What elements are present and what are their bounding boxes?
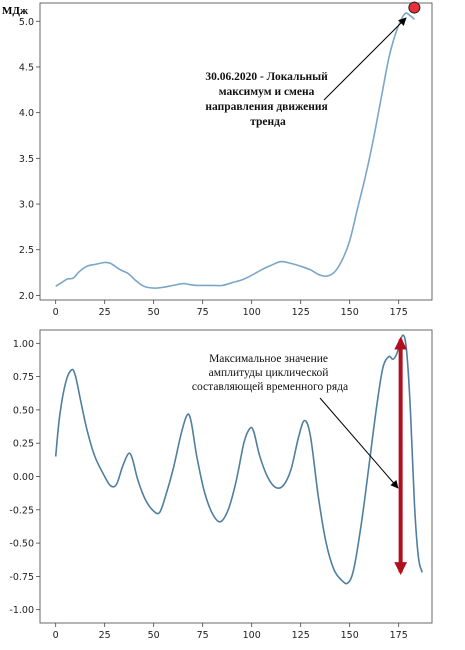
annotation-line-4: тренда — [250, 116, 286, 128]
x-tick-label: 50 — [148, 630, 160, 641]
x-tick-label: 25 — [99, 630, 111, 641]
x-tick-label: 100 — [243, 630, 261, 641]
plot-frame — [39, 2, 433, 301]
amplitude-annotation: Максимальное значение амплитуды цикличес… — [192, 353, 348, 393]
x-tick-label: 175 — [390, 630, 408, 641]
y-tick-label: 3.0 — [19, 200, 34, 211]
y-unit-label: МДж — [2, 5, 28, 17]
annotation-line-3: составляющей временного ряда — [192, 381, 348, 393]
trend-line — [55, 12, 415, 289]
trend-annotation: 30.06.2020 - Локальный максимум и смена … — [205, 71, 330, 128]
y-tick-label: 4.0 — [19, 108, 34, 119]
y-tick-label: 4.5 — [19, 62, 34, 73]
x-tick-label: 125 — [292, 307, 310, 318]
y-tick-label: 0.50 — [13, 405, 34, 416]
y-tick-label: -0.50 — [9, 539, 34, 550]
annotation-line-2: амплитуды циклической — [209, 367, 329, 379]
x-tick-label: 0 — [53, 307, 59, 318]
x-tick-label: 175 — [390, 307, 408, 318]
y-tick-label: -0.75 — [9, 572, 34, 583]
trend-chart: МДж 2.0 2.5 3.0 3.5 4.0 4.5 5.0 0 25 50 75 100 125 1… — [2, 1, 433, 318]
cyclic-component-chart: 1.00 0.75 0.50 0.25 0.00 -0.25 -0.50 -0.75 -1.00… — [9, 329, 433, 641]
annotation-line-1: Максимальное значение — [209, 353, 328, 365]
x-tick-label: 150 — [341, 630, 359, 641]
y-tick-label: 1.00 — [13, 339, 34, 350]
annotation-arrow — [323, 17, 407, 101]
x-tick-label: 125 — [292, 630, 310, 641]
x-tick-label: 75 — [197, 630, 209, 641]
annotation-line-3: направления движения — [205, 101, 327, 113]
y-tick-label: 2.5 — [19, 245, 34, 256]
annotation-line-1: 30.06.2020 - Локальный — [205, 71, 328, 83]
annotation-arrow — [319, 397, 399, 489]
x-tick-label: 0 — [53, 630, 59, 641]
x-tick-label: 25 — [99, 307, 111, 318]
annotation-line-2: максимум и смена — [219, 86, 315, 98]
x-tick-label: 50 — [148, 307, 160, 318]
y-tick-label: 0.75 — [13, 372, 34, 383]
y-tick-label: 5.0 — [19, 17, 34, 28]
y-tick-label: -1.00 — [9, 605, 34, 616]
local-maximum-marker — [408, 1, 421, 14]
cyclic-line — [54, 334, 423, 585]
y-tick-label: -0.25 — [9, 505, 34, 516]
x-tick-label: 150 — [341, 307, 359, 318]
x-tick-label: 100 — [243, 307, 261, 318]
y-tick-label: 0.00 — [13, 472, 34, 483]
x-tick-label: 75 — [197, 307, 209, 318]
y-tick-label: 3.5 — [19, 154, 34, 165]
y-tick-label: 2.0 — [19, 291, 34, 302]
y-tick-label: 0.25 — [13, 439, 34, 450]
